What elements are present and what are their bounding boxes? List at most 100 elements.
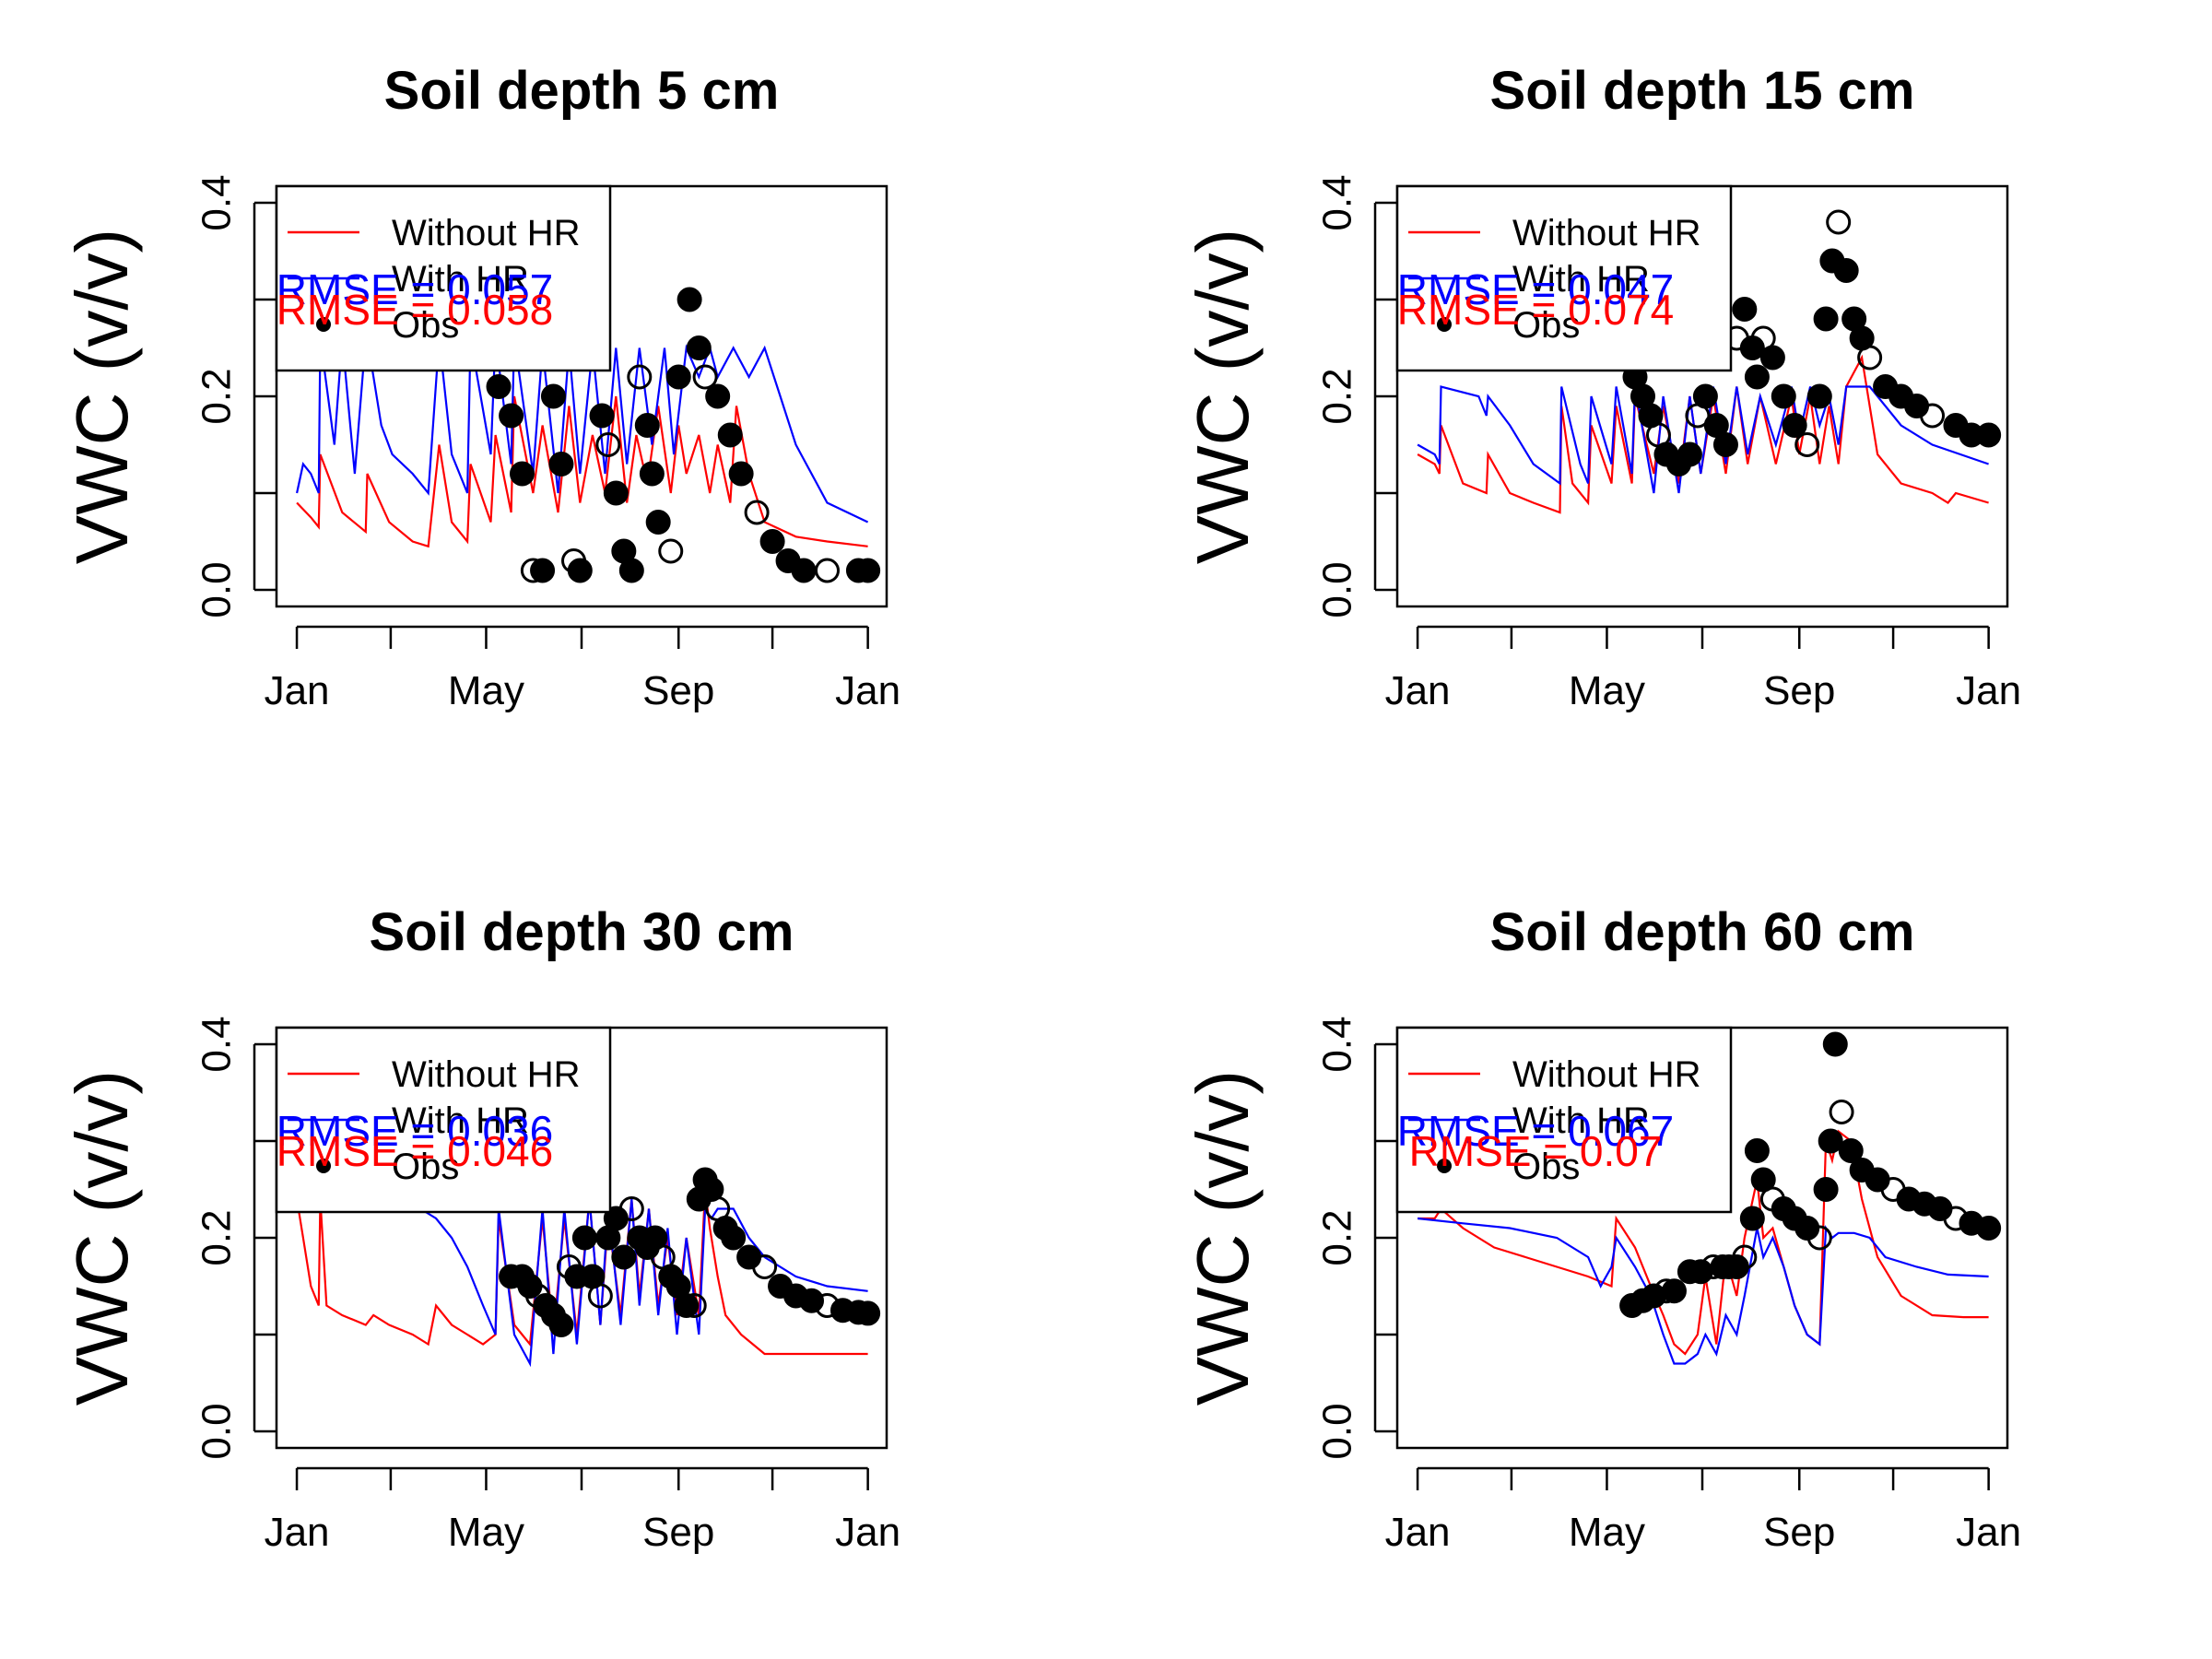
y-tick-label: 0.2: [194, 1209, 240, 1265]
rmse-with-hr-label: RMSE = 0.047: [1397, 265, 1674, 313]
series-obs: [1622, 209, 2002, 477]
obs-point: [717, 422, 743, 448]
obs-point: [752, 1254, 778, 1279]
chart-panel-2: Soil depth 15 cm VWC (v/v) 0.0 0.2 0.4 Jan May…: [1182, 61, 2021, 713]
obs-point: [1904, 394, 1930, 418]
x-tick-label: Sep: [1763, 668, 1835, 713]
obs-point: [1759, 345, 1785, 371]
chart-title: Soil depth 5 cm: [384, 61, 780, 121]
obs-point: [530, 558, 556, 583]
obs-point: [1771, 383, 1796, 409]
obs-point: [1744, 1138, 1770, 1163]
legend-label: Obs: [392, 305, 459, 346]
series-with-hr-line: [296, 336, 869, 524]
legend-label: Obs: [1512, 1147, 1580, 1187]
chart-panel-1: Soil depth 5 cm VWC (v/v) 0.0 0.2 0.4 Jan May S…: [61, 61, 900, 713]
x-tick-label: Jan: [1956, 668, 2021, 713]
y-tick-label: 0.4: [194, 174, 240, 230]
x-tick-label: Jan: [1956, 1510, 2021, 1555]
rmse-without-hr-label: RMSE = 0.074: [1397, 286, 1674, 334]
x-tick-label: May: [448, 1510, 524, 1555]
obs-point: [1732, 1244, 1758, 1270]
plot-data: [1417, 1031, 2002, 1365]
y-tick-label: 0.0: [1315, 1403, 1360, 1459]
obs-point: [1732, 297, 1758, 322]
obs-point: [1806, 1225, 1832, 1251]
obs-point: [618, 558, 644, 583]
y-tick-label: 0.4: [194, 1016, 240, 1072]
legend-marker-obs: [316, 1159, 331, 1173]
obs-point: [611, 1244, 637, 1270]
y-tick-label: 0.4: [1315, 174, 1360, 230]
obs-point: [1794, 432, 1820, 457]
obs-point: [587, 1283, 613, 1309]
legend-label: With HR: [1512, 259, 1650, 300]
x-tick-label: Sep: [1763, 1510, 1835, 1555]
x-tick-label: Sep: [642, 668, 714, 713]
obs-point: [1661, 1278, 1687, 1304]
obs-point: [1692, 383, 1718, 409]
x-tick-label: May: [1569, 1510, 1645, 1555]
series-obs: [499, 1167, 881, 1337]
legend-label: Without HR: [1512, 1054, 1701, 1095]
plot-data: [1417, 209, 2002, 514]
legend-label: Obs: [392, 1147, 459, 1187]
obs-point: [1838, 1138, 1864, 1163]
obs-point: [736, 1244, 762, 1270]
legend: Without HR With HR Obs: [1395, 1026, 1733, 1214]
obs-point: [1920, 403, 1946, 429]
x-tick-label: Jan: [1385, 668, 1451, 713]
chart-title: Soil depth 60 cm: [1490, 902, 1915, 962]
legend-label: With HR: [1512, 1100, 1650, 1141]
rmse-with-hr-label: RMSE = 0.057: [276, 265, 553, 313]
obs-point: [1744, 364, 1770, 390]
legend: Without HR With HR Obs: [275, 1026, 612, 1214]
obs-point: [1677, 441, 1702, 467]
plot-data: [296, 1167, 881, 1368]
obs-point: [1739, 1206, 1765, 1231]
y-tick-label: 0.2: [1315, 368, 1360, 424]
legend-label: With HR: [392, 1100, 529, 1141]
obs-point: [665, 364, 691, 390]
obs-point: [1688, 1259, 1713, 1285]
y-axis-label: VWC (v/v): [1182, 229, 1264, 564]
obs-point: [603, 480, 629, 506]
plot-data: [296, 287, 881, 583]
obs-point: [814, 558, 840, 583]
rmse-with-hr-label: RMSE = 0.036: [276, 1107, 553, 1155]
obs-point: [1927, 1196, 1953, 1221]
obs-point: [1976, 422, 2002, 448]
chart-title: Soil depth 30 cm: [370, 902, 794, 962]
y-tick-label: 0.2: [194, 368, 240, 424]
y-axis-label: VWC (v/v): [1182, 1070, 1264, 1406]
obs-point: [674, 1293, 700, 1318]
rmse-with-hr-label: RMSE = 0.067: [1397, 1107, 1674, 1155]
obs-point: [509, 461, 535, 487]
legend-label: Without HR: [392, 213, 581, 253]
chart-panel-3: Soil depth 30 cm VWC (v/v) 0.0 0.2 0.4 Jan May…: [61, 902, 900, 1555]
obs-point: [705, 383, 731, 409]
y-tick-label: 0.0: [194, 561, 240, 618]
x-tick-label: Jan: [265, 1510, 330, 1555]
obs-point: [1712, 432, 1738, 457]
obs-point: [855, 558, 881, 583]
y-tick-label: 0.0: [194, 1403, 240, 1459]
obs-point: [1818, 1128, 1843, 1154]
obs-point: [1813, 1177, 1839, 1202]
obs-point: [571, 1225, 597, 1251]
x-tick-label: Jan: [835, 668, 900, 713]
obs-point: [759, 529, 785, 554]
obs-point: [645, 510, 671, 535]
y-axis-label: VWC (v/v): [61, 229, 143, 564]
obs-point: [567, 558, 593, 583]
legend-label: Obs: [1512, 305, 1580, 346]
obs-point: [686, 335, 712, 360]
obs-point: [855, 1300, 881, 1326]
obs-point: [658, 538, 684, 564]
obs-point: [1833, 258, 1859, 283]
obs-point: [1703, 413, 1729, 438]
obs-point: [618, 1196, 644, 1221]
obs-point: [1822, 1031, 1848, 1057]
legend-label: With HR: [392, 259, 529, 300]
y-tick-label: 0.2: [1315, 1209, 1360, 1265]
